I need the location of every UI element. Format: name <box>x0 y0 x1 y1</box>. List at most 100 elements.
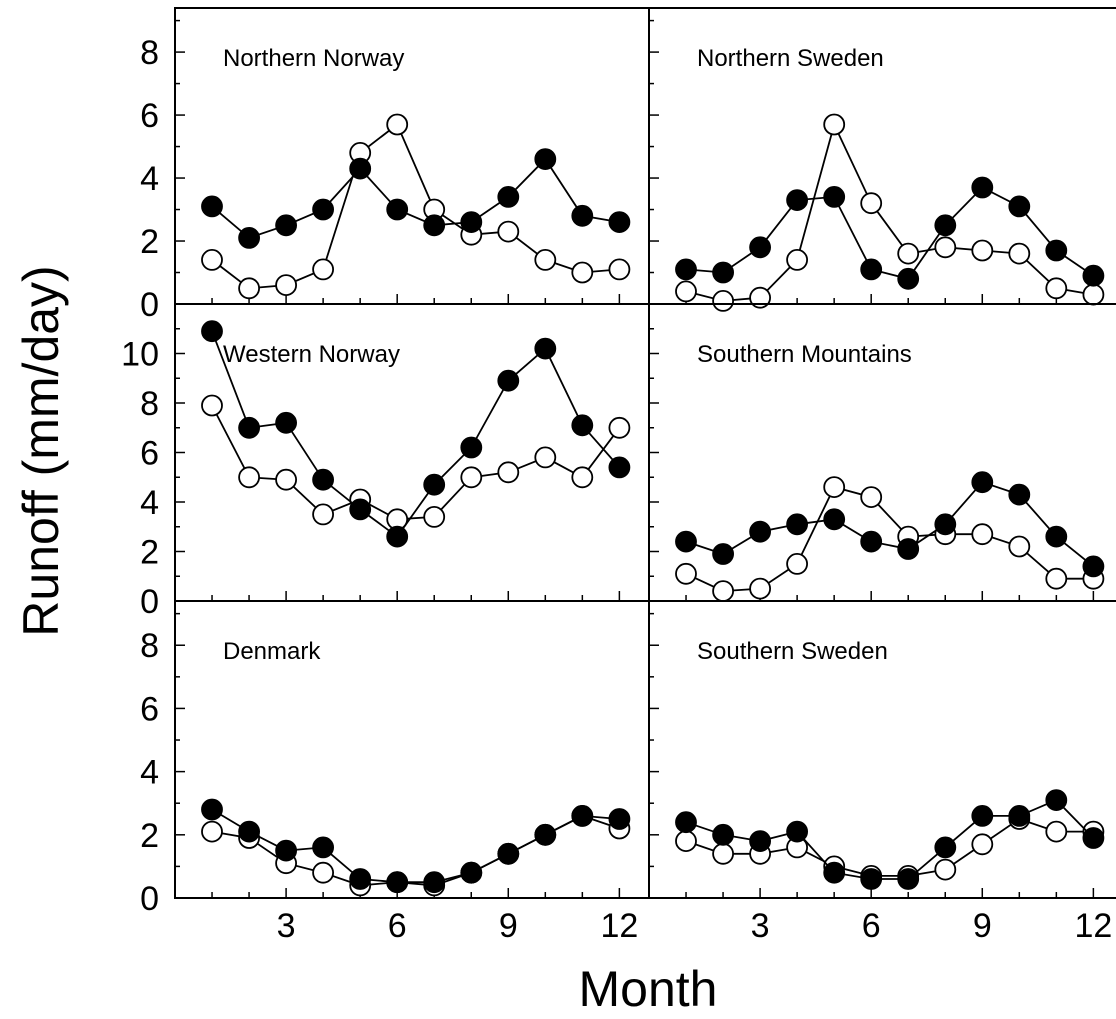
data-point-filled <box>534 823 557 846</box>
data-point-filled <box>238 820 261 843</box>
series-line-open <box>211 405 621 521</box>
data-point-open <box>712 842 734 865</box>
chart-panel: 0 2 4 6 8 3 6 9 12 Denmark <box>140 600 650 945</box>
data-point-open <box>823 113 846 136</box>
data-point-filled <box>712 261 734 284</box>
y-tick-label: 8 <box>140 385 159 423</box>
data-point-open <box>238 277 261 300</box>
x-axis-title: Month <box>579 961 718 1017</box>
data-point-filled <box>386 525 409 548</box>
data-point-open <box>275 274 298 297</box>
data-point-filled <box>312 198 335 221</box>
data-point-filled <box>934 214 957 237</box>
data-point-filled <box>934 513 957 536</box>
y-tick-label: 4 <box>140 160 159 198</box>
chart-panel: Southern Mountains <box>648 303 1116 602</box>
data-point-filled <box>386 198 409 221</box>
data-point-filled <box>1045 789 1068 811</box>
panels-layer: 0 2 4 6 8 Northern Norway Northern Sweden 0 2 4 6 8… <box>121 7 1116 945</box>
data-point-filled <box>1008 195 1031 218</box>
data-point-filled <box>275 411 298 434</box>
data-point-open <box>201 394 223 417</box>
data-point-filled <box>312 468 335 491</box>
data-point-filled <box>497 369 520 392</box>
y-axis-title: Runoff (mm/day) <box>13 265 69 636</box>
data-point-open <box>1045 820 1068 843</box>
data-point-filled <box>349 157 372 180</box>
y-tick-label: 6 <box>140 690 159 728</box>
chart-panel: 0 2 4 6 8 Northern Norway <box>140 7 650 324</box>
y-tick-label: 8 <box>140 627 159 665</box>
y-tick-label: 6 <box>140 97 159 135</box>
data-point-open <box>934 236 957 259</box>
data-point-open <box>786 553 808 575</box>
data-point-filled <box>1082 827 1105 849</box>
panel-title-southern-sweden: Southern Sweden <box>697 638 888 665</box>
data-point-filled <box>823 185 846 208</box>
y-tick-label: 8 <box>140 34 159 72</box>
data-point-open <box>749 577 771 600</box>
panel-title-northern-sweden: Northern Sweden <box>697 45 884 72</box>
y-tick-label: 2 <box>140 534 159 572</box>
y-tick-label: 0 <box>140 583 159 621</box>
data-point-filled <box>860 530 883 553</box>
series-line-open <box>211 814 620 887</box>
data-point-filled <box>860 258 883 281</box>
data-point-filled <box>534 337 557 360</box>
data-point-filled <box>786 820 808 843</box>
data-point-filled <box>1082 555 1105 578</box>
series-line-filled <box>685 481 1094 568</box>
data-point-open <box>786 248 808 271</box>
data-point-open <box>534 248 557 271</box>
data-point-filled <box>312 836 335 859</box>
x-tick-label: 9 <box>973 907 992 945</box>
x-tick-label: 6 <box>388 907 407 945</box>
data-point-open <box>423 506 446 528</box>
data-point-filled <box>534 148 557 171</box>
data-point-open <box>675 280 697 303</box>
y-tick-label: 0 <box>140 880 159 918</box>
data-point-open <box>1082 283 1105 306</box>
data-point-filled <box>675 258 697 281</box>
data-point-filled <box>1045 239 1068 262</box>
data-point-filled <box>675 811 697 834</box>
data-point-filled <box>971 176 994 199</box>
data-point-filled <box>712 543 734 565</box>
series-line-filled <box>211 808 620 884</box>
panel-frame-southern-sweden <box>648 600 1116 899</box>
y-tick-label: 4 <box>140 754 159 792</box>
data-point-filled <box>497 185 520 208</box>
data-point-filled <box>238 416 261 439</box>
data-point-open <box>238 466 261 489</box>
series-line-filled <box>211 157 620 239</box>
data-point-filled <box>460 211 483 234</box>
data-point-filled <box>749 830 771 852</box>
data-point-open <box>497 461 520 484</box>
data-point-filled <box>608 808 631 830</box>
x-tick-label: 3 <box>751 907 770 945</box>
data-point-filled <box>749 236 771 259</box>
data-point-filled <box>571 805 594 827</box>
series-line-filled <box>685 799 1095 880</box>
data-point-filled <box>423 871 446 894</box>
data-point-open <box>1008 242 1031 265</box>
data-point-open <box>608 416 631 439</box>
chart-panel: 0 2 4 6 8 10 Western Norway <box>121 303 650 621</box>
data-point-open <box>860 486 883 509</box>
data-point-open <box>675 562 697 585</box>
data-point-filled <box>786 513 808 536</box>
data-point-filled <box>238 226 261 249</box>
data-point-open <box>312 503 335 526</box>
data-point-filled <box>823 508 846 531</box>
data-point-open <box>971 833 994 856</box>
data-point-filled <box>423 473 446 496</box>
data-point-filled <box>275 214 298 237</box>
data-point-filled <box>349 498 372 521</box>
data-point-filled <box>201 798 223 821</box>
x-tick-label: 6 <box>862 907 881 945</box>
data-point-filled <box>349 868 372 890</box>
data-point-filled <box>608 211 631 234</box>
x-tick-label: 12 <box>1074 907 1112 945</box>
data-point-filled <box>460 861 483 884</box>
